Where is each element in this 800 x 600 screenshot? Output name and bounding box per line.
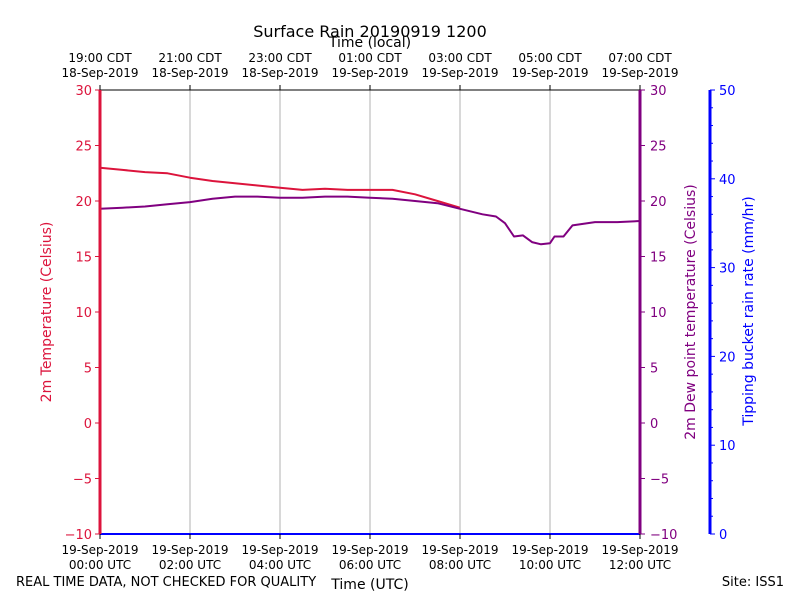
- local-tick-time-0: 19:00 CDT: [68, 51, 132, 65]
- site-label: Site: ISS1: [721, 575, 784, 590]
- rain-axis-label: Tipping bucket rain rate (mm/hr): [741, 196, 757, 426]
- local-tick-date-0: 18-Sep-2019: [61, 66, 138, 80]
- left-tick-label-6: 20: [75, 195, 92, 210]
- right-tick-label-8: 30: [650, 84, 667, 99]
- left-tick-label-8: 30: [75, 84, 92, 99]
- utc-tick-date-4: 19-Sep-2019: [421, 543, 498, 557]
- local-tick-date-4: 19-Sep-2019: [421, 66, 498, 80]
- left-tick-label-4: 10: [75, 306, 92, 321]
- right-tick-label-5: 15: [650, 251, 667, 266]
- local-tick-date-1: 18-Sep-2019: [151, 66, 228, 80]
- rain-tick-label-5: 50: [719, 84, 736, 99]
- utc-tick-date-5: 19-Sep-2019: [511, 543, 588, 557]
- right-tick-label-3: 5: [650, 362, 658, 377]
- local-tick-date-3: 19-Sep-2019: [331, 66, 408, 80]
- local-tick-time-1: 21:00 CDT: [158, 51, 222, 65]
- right-tick-label-1: −5: [650, 473, 669, 488]
- utc-tick-time-5: 10:00 UTC: [519, 558, 581, 572]
- local-tick-time-4: 03:00 CDT: [428, 51, 492, 65]
- top-axis-label: Time (local): [328, 35, 411, 51]
- local-tick-time-5: 05:00 CDT: [518, 51, 582, 65]
- left-axis-label: 2m Temperature (Celsius): [39, 222, 55, 403]
- local-tick-time-2: 23:00 CDT: [248, 51, 312, 65]
- left-tick-label-1: −5: [73, 473, 92, 488]
- utc-tick-time-3: 06:00 UTC: [339, 558, 401, 572]
- x-axis-label: Time (UTC): [330, 577, 408, 593]
- right-tick-label-4: 10: [650, 306, 667, 321]
- utc-tick-date-2: 19-Sep-2019: [241, 543, 318, 557]
- series-line-temperature: [99, 166, 461, 209]
- left-tick-label-7: 25: [75, 140, 92, 155]
- left-tick-label-3: 5: [84, 362, 92, 377]
- utc-tick-time-4: 08:00 UTC: [429, 558, 491, 572]
- right-tick-label-7: 25: [650, 140, 667, 155]
- series-line-dewpoint: [99, 195, 641, 246]
- rain-tick-label-3: 30: [719, 262, 736, 277]
- local-tick-time-3: 01:00 CDT: [338, 51, 402, 65]
- rain-tick-label-0: 0: [719, 528, 727, 543]
- utc-tick-date-3: 19-Sep-2019: [331, 543, 408, 557]
- utc-tick-time-6: 12:00 UTC: [609, 558, 671, 572]
- utc-tick-time-1: 02:00 UTC: [159, 558, 221, 572]
- utc-tick-date-1: 19-Sep-2019: [151, 543, 228, 557]
- chart-title: Surface Rain 20190919 1200: [253, 22, 487, 41]
- right-tick-label-6: 20: [650, 195, 667, 210]
- utc-tick-time-2: 04:00 UTC: [249, 558, 311, 572]
- utc-tick-date-0: 19-Sep-2019: [61, 543, 138, 557]
- data-quality-note: REAL TIME DATA, NOT CHECKED FOR QUALITY: [16, 575, 317, 590]
- utc-tick-time-0: 00:00 UTC: [69, 558, 131, 572]
- rain-tick-label-1: 10: [719, 439, 736, 454]
- left-tick-label-2: 0: [84, 417, 92, 432]
- utc-tick-date-6: 19-Sep-2019: [601, 543, 678, 557]
- rain-tick-label-4: 40: [719, 173, 736, 188]
- right-tick-label-2: 0: [650, 417, 658, 432]
- rain-tick-label-2: 20: [719, 350, 736, 365]
- left-tick-label-0: −10: [65, 528, 92, 543]
- left-tick-label-5: 15: [75, 251, 92, 266]
- local-tick-date-6: 19-Sep-2019: [601, 66, 678, 80]
- local-tick-date-5: 19-Sep-2019: [511, 66, 588, 80]
- local-tick-date-2: 18-Sep-2019: [241, 66, 318, 80]
- local-tick-time-6: 07:00 CDT: [608, 51, 672, 65]
- right-axis-label: 2m Dew point temperature (Celsius): [683, 184, 699, 439]
- right-tick-label-0: −10: [650, 528, 677, 543]
